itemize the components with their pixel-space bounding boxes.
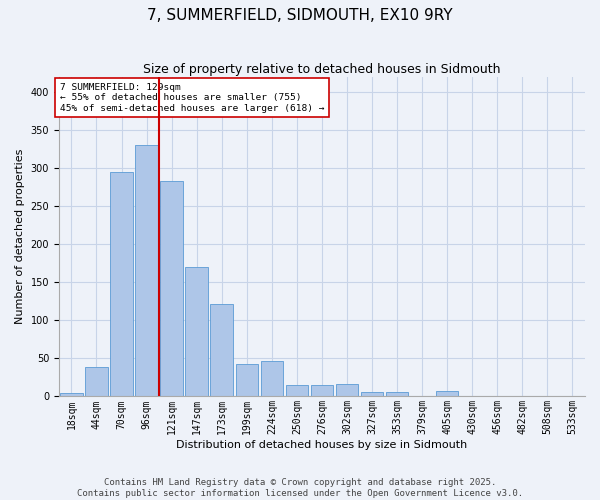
Text: 7, SUMMERFIELD, SIDMOUTH, EX10 9RY: 7, SUMMERFIELD, SIDMOUTH, EX10 9RY xyxy=(147,8,453,22)
Y-axis label: Number of detached properties: Number of detached properties xyxy=(15,149,25,324)
Bar xyxy=(336,384,358,396)
Title: Size of property relative to detached houses in Sidmouth: Size of property relative to detached ho… xyxy=(143,62,501,76)
Bar xyxy=(361,392,383,396)
Bar xyxy=(211,304,233,396)
Bar xyxy=(286,385,308,396)
Bar xyxy=(136,145,158,397)
Text: 7 SUMMERFIELD: 129sqm
← 55% of detached houses are smaller (755)
45% of semi-det: 7 SUMMERFIELD: 129sqm ← 55% of detached … xyxy=(60,83,325,112)
Bar xyxy=(236,364,258,396)
Bar xyxy=(185,267,208,396)
Bar xyxy=(85,368,108,396)
Bar xyxy=(160,181,183,396)
Bar xyxy=(260,362,283,396)
X-axis label: Distribution of detached houses by size in Sidmouth: Distribution of detached houses by size … xyxy=(176,440,467,450)
Bar xyxy=(60,394,83,396)
Bar xyxy=(110,172,133,396)
Bar xyxy=(386,392,409,396)
Bar xyxy=(311,385,333,396)
Text: Contains HM Land Registry data © Crown copyright and database right 2025.
Contai: Contains HM Land Registry data © Crown c… xyxy=(77,478,523,498)
Bar xyxy=(436,391,458,396)
